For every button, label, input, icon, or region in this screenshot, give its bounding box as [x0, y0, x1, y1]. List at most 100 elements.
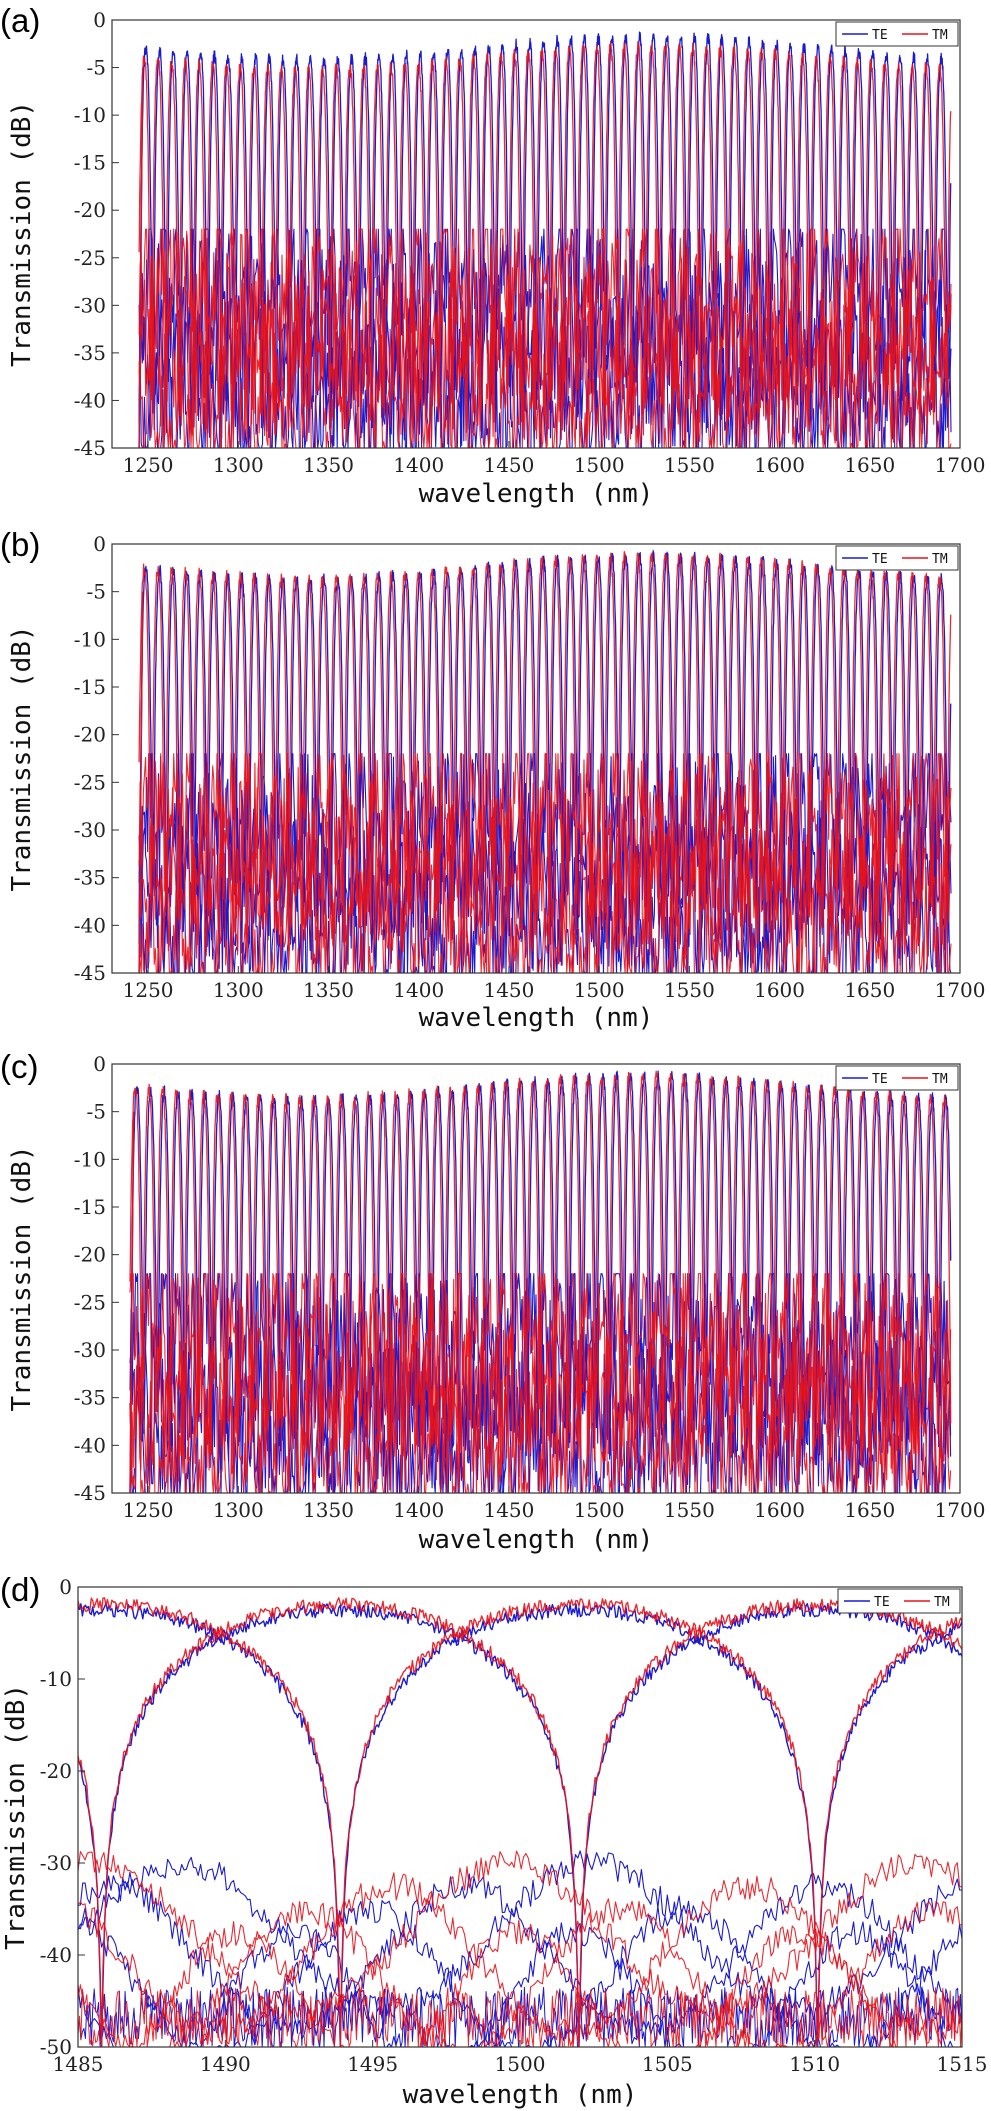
- series-line-tm-edge: [129, 1111, 135, 1493]
- y-axis-label: Transmission (dB): [7, 625, 37, 891]
- x-tick-label: 1500: [574, 1498, 625, 1522]
- y-tick-label: -35: [74, 866, 106, 890]
- series-line-tm-crosstalk-1: [78, 1850, 962, 2024]
- y-tick-label: -5: [87, 580, 106, 604]
- y-tick-label: -50: [40, 2035, 72, 2059]
- x-tick-label: 1510: [789, 2052, 840, 2076]
- series-line-tm-crosstalk-2: [78, 1872, 962, 2047]
- x-tick-label: 1350: [303, 453, 354, 477]
- legend-label-te: TE: [872, 552, 888, 567]
- x-axis-label: wavelength (nm): [419, 1525, 654, 1555]
- y-tick-label: -20: [74, 723, 106, 747]
- x-tick-label: 1505: [642, 2052, 693, 2076]
- series-line-te-crosstalk-2: [78, 1873, 962, 2045]
- series-line-tm-noise-3: [129, 1322, 952, 1493]
- series-line-tm-noise-1: [138, 753, 952, 952]
- chart-b: 1250 1300 1350 1400 1450 1500 1550 1600 1650 1700…: [0, 526, 985, 1033]
- chart-a: 1250 1300 1350 1400 1450 1500 1550 1600 1650 1700…: [0, 2, 985, 509]
- series-line-tm-noise-3: [138, 278, 952, 448]
- x-tick-label: 1700: [935, 1498, 986, 1522]
- legend: TE TM: [835, 21, 959, 47]
- y-tick-label: -25: [74, 1290, 106, 1314]
- legend-label-tm: TM: [932, 552, 948, 567]
- panel-label: (d): [0, 1571, 40, 1608]
- chart-d: 1485 1490 1495 1500 1505 1510 1515 0 -10 -20 -30 -4…: [0, 1571, 987, 2110]
- x-tick-label: 1600: [754, 1498, 805, 1522]
- x-tick-label: 1250: [123, 978, 174, 1002]
- panel-b: 1250 1300 1350 1400 1450 1500 1550 1600 1650 1700…: [0, 520, 991, 1033]
- y-tick-label: -30: [74, 818, 106, 842]
- x-tick-label: 1550: [664, 978, 715, 1002]
- x-tick-label: 1500: [574, 453, 625, 477]
- x-tick-label: 1450: [483, 978, 534, 1002]
- y-tick-label: -30: [74, 1338, 106, 1362]
- x-tick-label: 1400: [393, 453, 444, 477]
- series-group: [129, 1070, 952, 1493]
- y-tick-label: -10: [74, 1147, 106, 1171]
- series-line-te-crosstalk-4: [78, 1921, 962, 2047]
- panel-label: (c): [0, 1048, 38, 1085]
- y-tick-label: -45: [74, 961, 106, 985]
- series-group: [138, 31, 952, 448]
- x-axis-label: wavelength (nm): [419, 479, 654, 509]
- x-tick-label: 1500: [495, 2052, 546, 2076]
- x-tick-label: 1300: [213, 978, 264, 1002]
- y-tick-label: -30: [40, 1851, 72, 1875]
- series-line-tm-channel-2: [78, 1597, 962, 2047]
- x-tick-label: 1485: [53, 2052, 104, 2076]
- y-tick-label: -20: [40, 1759, 72, 1783]
- legend: TE TM: [835, 1065, 959, 1091]
- legend-label-tm: TM: [934, 1595, 950, 1610]
- x-tick-label: 1600: [754, 453, 805, 477]
- series-line-tm-noise-3: [138, 806, 952, 973]
- y-tick-label: -10: [74, 627, 106, 651]
- x-tick-label: 1450: [483, 453, 534, 477]
- x-tick-label: 1500: [574, 978, 625, 1002]
- y-tick-label: -20: [74, 1243, 106, 1267]
- axes-frame: [111, 19, 961, 449]
- y-tick-label: -10: [40, 1667, 72, 1691]
- y-tick-label: -5: [87, 1100, 106, 1124]
- x-tick-label: 1250: [123, 453, 174, 477]
- y-tick-label: 0: [93, 8, 106, 32]
- series-group: [138, 550, 952, 973]
- y-tick-label: 0: [59, 1575, 72, 1599]
- panel-label: (a): [0, 2, 40, 39]
- panel-a: 1250 1300 1350 1400 1450 1500 1550 1600 1650 1700…: [0, 0, 991, 510]
- x-tick-label: 1400: [393, 978, 444, 1002]
- x-tick-label: 1400: [393, 1498, 444, 1522]
- y-tick-label: -40: [74, 388, 106, 412]
- x-tick-label: 1495: [347, 2052, 398, 2076]
- legend-label-tm: TM: [932, 28, 948, 43]
- x-tick-label: 1600: [754, 978, 805, 1002]
- legend: TE TM: [837, 1588, 961, 1614]
- x-tick-label: 1550: [664, 1498, 715, 1522]
- x-tick-label: 1350: [303, 978, 354, 1002]
- series-line-te-noise-2: [138, 756, 952, 973]
- x-tick-label: 1450: [483, 1498, 534, 1522]
- legend: TE TM: [835, 545, 959, 571]
- legend-label-te: TE: [872, 28, 888, 43]
- y-tick-label: -30: [74, 293, 106, 317]
- series-line-tm-crosstalk-4: [78, 1919, 962, 2047]
- x-tick-label: 1490: [200, 2052, 251, 2076]
- y-tick-label: -5: [87, 56, 106, 80]
- series-line-tm-edge: [138, 591, 144, 973]
- y-tick-label: -35: [74, 1386, 106, 1410]
- y-tick-label: 0: [93, 532, 106, 556]
- y-tick-label: -15: [74, 1195, 106, 1219]
- panel-label: (b): [0, 526, 40, 563]
- x-tick-label: 1350: [303, 1498, 354, 1522]
- series-line-tm-main: [138, 40, 952, 437]
- x-axis-label: wavelength (nm): [419, 1003, 654, 1033]
- y-axis-label: Transmission (dB): [7, 1145, 37, 1411]
- y-tick-label: -10: [74, 103, 106, 127]
- panel-c: 1250 1300 1350 1400 1450 1500 1550 1600 1650 1700…: [0, 1040, 991, 1560]
- series-line-te-main: [138, 550, 952, 945]
- panel-d: 1485 1490 1495 1500 1505 1510 1515 0 -10 -20 -30 -4…: [0, 1565, 991, 2111]
- y-tick-label: 0: [93, 1052, 106, 1076]
- y-tick-label: -25: [74, 246, 106, 270]
- y-tick-label: -40: [74, 1433, 106, 1457]
- legend-label-te: TE: [872, 1072, 888, 1087]
- y-axis-label: Transmission (dB): [7, 101, 37, 367]
